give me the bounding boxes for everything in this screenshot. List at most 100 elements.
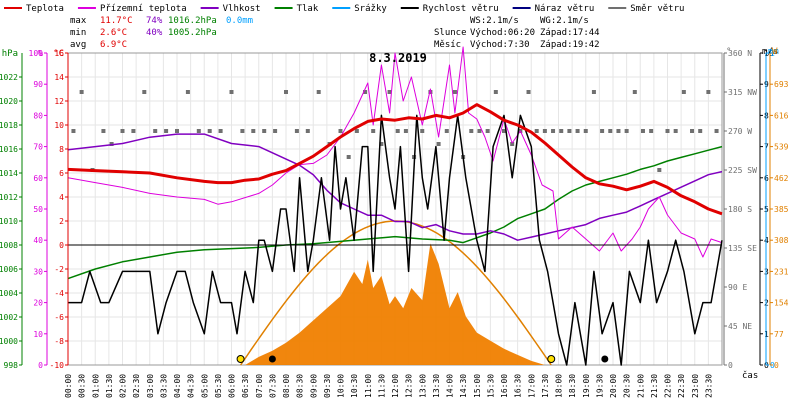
sun-rise: Východ:06:20 (470, 28, 535, 38)
wind-direction-point (698, 129, 703, 133)
solar-axis-tick-label: 154 (774, 299, 789, 308)
legend-label: Tlak (297, 4, 319, 14)
humidity-axis-tick-label: 90 (33, 80, 43, 89)
wind-direction-point (262, 129, 267, 133)
wind-direction-point (493, 90, 498, 94)
moon-rise: Východ:7:30 (470, 40, 530, 50)
temperature-axis-tick-label: -6 (54, 313, 64, 322)
wind-direction-point (403, 129, 408, 133)
x-tick-label: 10:30 (350, 374, 359, 398)
wind-ws: WS:2.1m/s (470, 16, 519, 26)
pressure-axis-tick-label: 1006 (0, 265, 18, 274)
wind-direction-point (218, 129, 223, 133)
time-axis-label: čas (742, 370, 758, 381)
stat-min-press: 1005.2hPa (168, 28, 217, 38)
humidity-axis-tick-label: 20 (33, 299, 43, 308)
humidity-axis-tick-label: 40 (33, 236, 43, 245)
pressure-axis-tick-label: 1018 (0, 121, 18, 130)
x-tick-label: 11:30 (377, 374, 386, 398)
series-line-tlak (67, 145, 723, 280)
solar-layer (245, 243, 545, 365)
sun-set: Západ:17:44 (540, 28, 600, 38)
humidity-axis-tick-label: 30 (33, 267, 43, 276)
x-tick-label: 16:30 (514, 374, 523, 398)
temperature-axis-tick-label: 14 (54, 73, 64, 82)
wind-direction-point (681, 90, 686, 94)
wind-direction-point (526, 90, 531, 94)
wind-direction-point (120, 129, 125, 133)
x-tick-label: 08:30 (296, 374, 305, 398)
x-tick-label: 18:00 (555, 374, 564, 398)
pressure-axis-tick-label: 1014 (0, 169, 18, 178)
legend-label: Náraz větru (535, 4, 595, 14)
x-tick-label: 08:00 (282, 374, 291, 398)
x-tick-label: 00:00 (64, 374, 73, 398)
x-tick-label: 10:00 (337, 374, 346, 398)
wind-direction-point (164, 129, 169, 133)
temperature-axis-tick-label: 6 (59, 169, 64, 178)
x-tick-label: 02:30 (132, 374, 141, 398)
wind-direction-point (665, 129, 670, 133)
x-tick-label: 11:00 (364, 374, 373, 398)
x-tick-label: 05:00 (200, 374, 209, 398)
moon-label: Měsíc (434, 40, 461, 50)
x-tick-label: 15:00 (473, 374, 482, 398)
series-line-rychlost-v-tru (68, 114, 723, 366)
x-tick-label: 17:30 (541, 374, 550, 398)
wind-direction-point (452, 90, 457, 94)
wind-direction-point (559, 129, 564, 133)
pressure-axis-tick-label: 998 (4, 361, 19, 370)
wind-direction-point (387, 90, 392, 94)
temperature-axis-tick-label: 2 (59, 217, 64, 226)
series-lines (67, 46, 723, 366)
x-tick-label: 22:30 (677, 374, 686, 398)
wind-direction-point (551, 129, 556, 133)
x-tick-label: 13:30 (432, 374, 441, 398)
wind-direction-point (229, 90, 234, 94)
wind-direction-point (477, 129, 482, 133)
wind-direction-point (640, 129, 645, 133)
wind-direction-layer (71, 90, 719, 172)
moonset-marker (601, 355, 609, 363)
x-tick-label: 23:30 (704, 374, 713, 398)
pressure-axis-tick-label: 1002 (0, 313, 18, 322)
solar-axis-tick-label: 0 (774, 361, 779, 370)
moon-set: Západ:19:42 (540, 40, 600, 50)
x-tick-label: 03:00 (146, 374, 155, 398)
x-tick-label: 12:00 (391, 374, 400, 398)
humidity-axis-tick-label: 80 (33, 111, 43, 120)
x-tick-label: 06:30 (241, 374, 250, 398)
x-tick-label: 20:00 (609, 374, 618, 398)
humidity-axis-tick-label: 0 (38, 361, 43, 370)
x-tick-label: 07:30 (268, 374, 277, 398)
legend-label: Srážky (354, 4, 387, 14)
wind-direction-point (379, 142, 384, 146)
wind-dir-axis-tick-label: 315 NW (728, 88, 757, 97)
wind-direction-point (185, 90, 190, 94)
wind-speed-axis-unit-label: m/s (762, 47, 778, 57)
x-tick-label: 04:30 (187, 374, 196, 398)
stat-max-press: 1016.2hPa (168, 16, 217, 26)
wind-dir-axis-tick-label: 180 S (728, 205, 752, 214)
humidity-axis-unit-label: % (38, 49, 44, 59)
x-tick-label: 19:00 (582, 374, 591, 398)
solar-axis-tick-label: 539 (774, 143, 789, 152)
stat-max-rain: 0.0mm (226, 16, 253, 26)
wind-direction-point (354, 129, 359, 133)
pressure-axis-tick-label: 1022 (0, 73, 18, 82)
wind-direction-point (420, 129, 425, 133)
wind-direction-point (346, 155, 351, 159)
temperature-axis-tick-label: 4 (59, 193, 64, 202)
humidity-axis-tick-label: 70 (33, 143, 43, 152)
x-tick-label: 13:00 (418, 374, 427, 398)
solar-axis-tick-label: 616 (774, 111, 789, 120)
solar-axis-tick-label: 385 (774, 205, 789, 214)
sunrise-marker (236, 355, 245, 363)
solar-axis-tick-label: 77 (774, 330, 784, 339)
wind-direction-point (363, 90, 368, 94)
wind-direction-point (485, 129, 490, 133)
x-tick-label: 12:30 (405, 374, 414, 398)
wind-direction-point (706, 90, 711, 94)
wind-direction-point (79, 90, 84, 94)
